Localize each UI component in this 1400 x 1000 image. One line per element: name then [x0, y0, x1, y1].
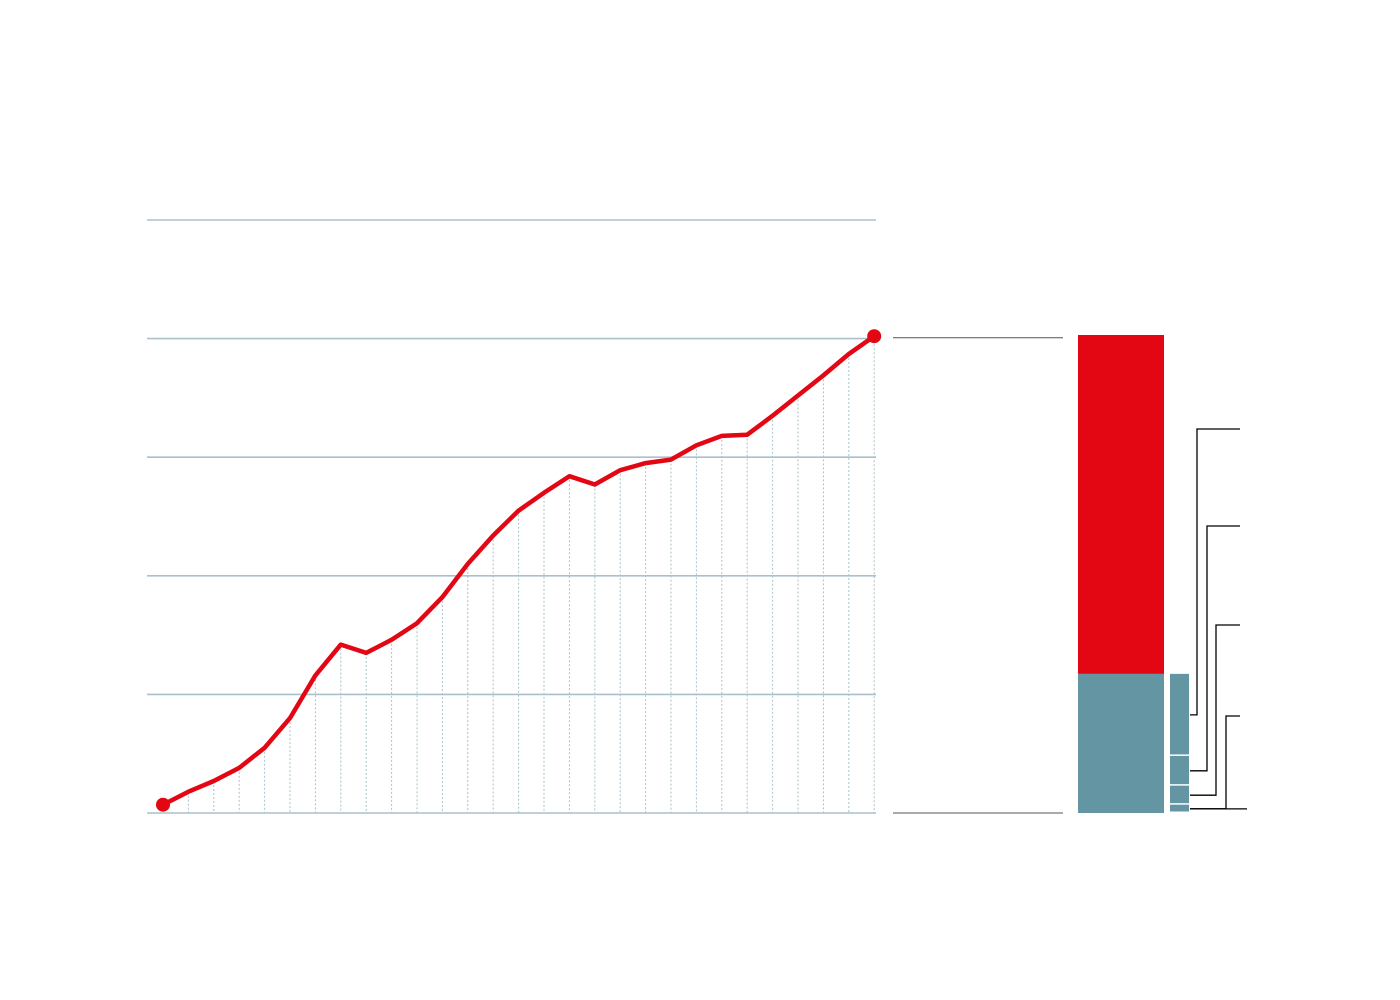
- leader-line-2: [1190, 624, 1240, 796]
- leader-line-4: [1190, 428, 1240, 716]
- line-series: [156, 329, 882, 812]
- bar-1-segment-3: [1170, 673, 1189, 755]
- bar-1-segment-2: [1170, 755, 1189, 785]
- leader-lines: [893, 337, 1247, 814]
- gridlines: [147, 219, 876, 814]
- start-point-marker: [156, 797, 170, 812]
- series-line: [160, 333, 877, 807]
- bar-1-segment-0: [1170, 804, 1189, 812]
- bar-0-segment-0: [1078, 673, 1164, 813]
- bar-1-segment-1: [1170, 785, 1189, 804]
- stacked-bar-breakdown: [1078, 335, 1189, 813]
- vertical-dotted-ticks: [162, 336, 875, 813]
- leader-line-1: [1190, 715, 1240, 810]
- end-point-marker: [867, 329, 882, 344]
- leader-line-3: [1190, 525, 1240, 772]
- bar-0-segment-1: [1078, 335, 1164, 674]
